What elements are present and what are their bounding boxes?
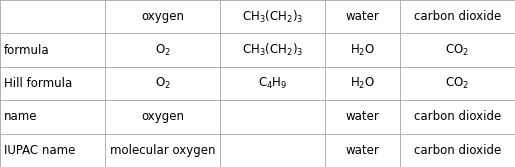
Text: carbon dioxide: carbon dioxide [414, 110, 501, 123]
Text: formula: formula [4, 44, 50, 57]
Text: name: name [4, 110, 38, 123]
Text: Hill formula: Hill formula [4, 77, 73, 90]
Text: O$_2$: O$_2$ [154, 76, 170, 91]
Text: carbon dioxide: carbon dioxide [414, 144, 501, 157]
Text: water: water [346, 10, 380, 23]
Text: CO$_2$: CO$_2$ [445, 43, 470, 58]
Text: water: water [346, 144, 380, 157]
Text: carbon dioxide: carbon dioxide [414, 10, 501, 23]
Text: H$_2$O: H$_2$O [350, 43, 375, 58]
Text: CO$_2$: CO$_2$ [445, 76, 470, 91]
Text: CH$_3$(CH$_2$)$_3$: CH$_3$(CH$_2$)$_3$ [242, 9, 303, 25]
Text: H$_2$O: H$_2$O [350, 76, 375, 91]
Text: C$_4$H$_9$: C$_4$H$_9$ [258, 76, 287, 91]
Text: oxygen: oxygen [141, 10, 184, 23]
Text: water: water [346, 110, 380, 123]
Text: oxygen: oxygen [141, 110, 184, 123]
Text: molecular oxygen: molecular oxygen [110, 144, 215, 157]
Text: O$_2$: O$_2$ [154, 43, 170, 58]
Text: CH$_3$(CH$_2$)$_3$: CH$_3$(CH$_2$)$_3$ [242, 42, 303, 58]
Text: IUPAC name: IUPAC name [4, 144, 76, 157]
